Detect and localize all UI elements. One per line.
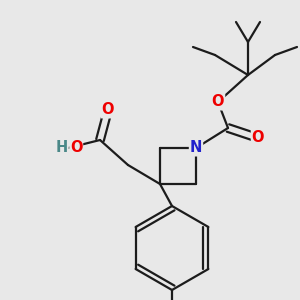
Text: O: O (102, 103, 114, 118)
Text: N: N (190, 140, 202, 155)
Text: H: H (56, 140, 68, 155)
Text: O: O (252, 130, 264, 146)
Text: O: O (70, 140, 83, 155)
Text: O: O (212, 94, 224, 110)
